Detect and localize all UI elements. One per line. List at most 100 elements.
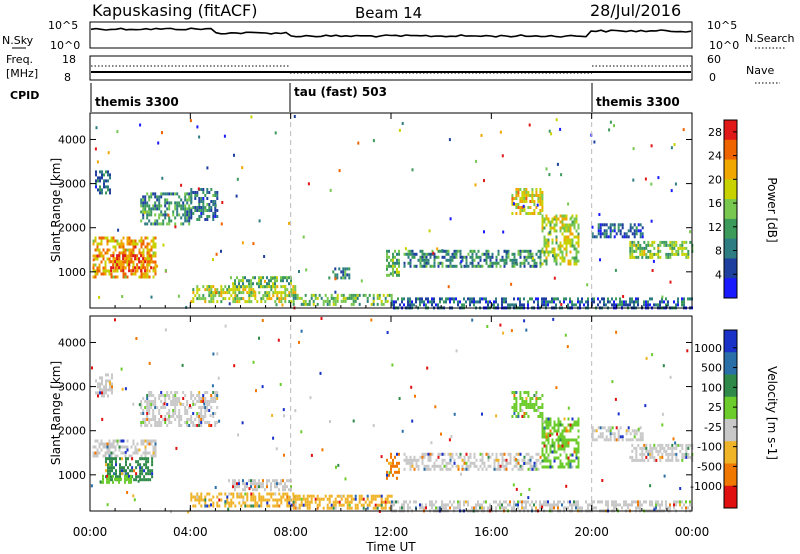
data-cell — [529, 455, 532, 459]
colorbar-tick-label: -100 — [697, 441, 722, 454]
data-cell — [212, 294, 215, 298]
data-cell — [143, 475, 146, 479]
data-cell — [158, 397, 161, 400]
data-cell — [162, 418, 165, 421]
scatter-cell — [460, 265, 463, 269]
data-cell — [262, 495, 265, 499]
data-cell — [262, 297, 265, 301]
data-cell — [685, 446, 688, 450]
data-cell — [641, 252, 644, 256]
data-cell — [545, 465, 548, 469]
data-cell — [641, 226, 644, 230]
data-cell — [421, 252, 424, 256]
data-cell — [180, 207, 183, 211]
data-cell — [174, 412, 177, 415]
data-cell — [605, 235, 608, 239]
data-cell — [166, 192, 169, 196]
data-cell — [232, 482, 234, 486]
data-cell — [142, 260, 145, 264]
data-cell — [392, 252, 394, 256]
data-cell — [184, 192, 187, 196]
data-cell — [142, 451, 145, 455]
data-cell — [419, 255, 422, 259]
data-cell — [132, 239, 135, 243]
data-cell — [111, 460, 113, 464]
data-cell — [559, 244, 562, 248]
data-cell — [419, 249, 422, 253]
data-cell — [461, 303, 463, 307]
data-cell — [505, 467, 508, 471]
freq-panel-frame — [89, 55, 693, 81]
scatter-cell — [320, 317, 323, 320]
data-cell — [519, 264, 522, 268]
data-cell — [547, 220, 550, 224]
data-cell — [234, 300, 237, 304]
data-cell — [212, 218, 215, 221]
scatter-cell — [212, 352, 215, 356]
data-cell — [160, 415, 163, 418]
scatter-cell — [637, 427, 640, 431]
data-cell — [182, 391, 185, 394]
data-cell — [403, 506, 405, 510]
data-cell — [136, 451, 139, 455]
scatter-cell — [536, 203, 539, 207]
data-cell — [158, 195, 161, 199]
data-cell — [334, 500, 337, 504]
data-cell — [481, 467, 484, 471]
data-cell — [571, 459, 574, 463]
data-cell — [350, 302, 353, 306]
data-cell — [619, 229, 622, 233]
scatter-cell — [298, 340, 300, 344]
data-cell — [202, 400, 205, 403]
data-cell — [531, 264, 534, 268]
data-cell — [178, 397, 181, 400]
data-cell — [194, 424, 197, 427]
data-cell — [232, 485, 234, 489]
data-cell — [196, 288, 199, 292]
data-cell — [196, 285, 199, 289]
data-cell — [495, 297, 497, 301]
data-cell — [531, 464, 534, 468]
data-cell — [188, 219, 191, 223]
data-cell — [529, 464, 532, 468]
data-cell — [174, 216, 177, 220]
data-cell — [637, 246, 640, 250]
data-cell — [565, 223, 568, 227]
data-cell — [234, 282, 236, 286]
scatter-cell — [164, 269, 167, 272]
data-cell — [421, 455, 424, 459]
data-cell — [545, 503, 547, 507]
data-cell — [196, 191, 199, 194]
data-cell — [469, 461, 472, 465]
data-cell — [499, 264, 502, 268]
data-cell — [156, 421, 159, 424]
data-cell — [481, 264, 484, 268]
data-cell — [118, 266, 121, 270]
data-cell — [258, 482, 260, 486]
data-cell — [154, 418, 157, 421]
data-cell — [192, 300, 195, 304]
data-cell — [322, 299, 325, 303]
data-cell — [146, 257, 149, 261]
data-cell — [178, 400, 181, 403]
data-cell — [431, 303, 433, 307]
data-cell — [144, 269, 147, 273]
data-cell — [413, 255, 416, 259]
data-cell — [525, 249, 528, 253]
freq-left-tick-bottom: 8 — [64, 71, 71, 84]
data-cell — [639, 438, 642, 442]
data-cell — [360, 503, 363, 507]
data-cell — [128, 254, 131, 258]
data-cell — [497, 303, 499, 307]
data-cell — [541, 217, 544, 221]
data-cell — [142, 248, 145, 252]
data-cell — [382, 293, 385, 297]
data-cell — [102, 474, 104, 478]
scatter-cell — [116, 130, 119, 134]
data-cell — [485, 261, 488, 265]
data-cell — [140, 254, 143, 258]
data-cell — [250, 282, 252, 286]
data-cell — [288, 501, 291, 505]
data-cell — [549, 420, 552, 424]
